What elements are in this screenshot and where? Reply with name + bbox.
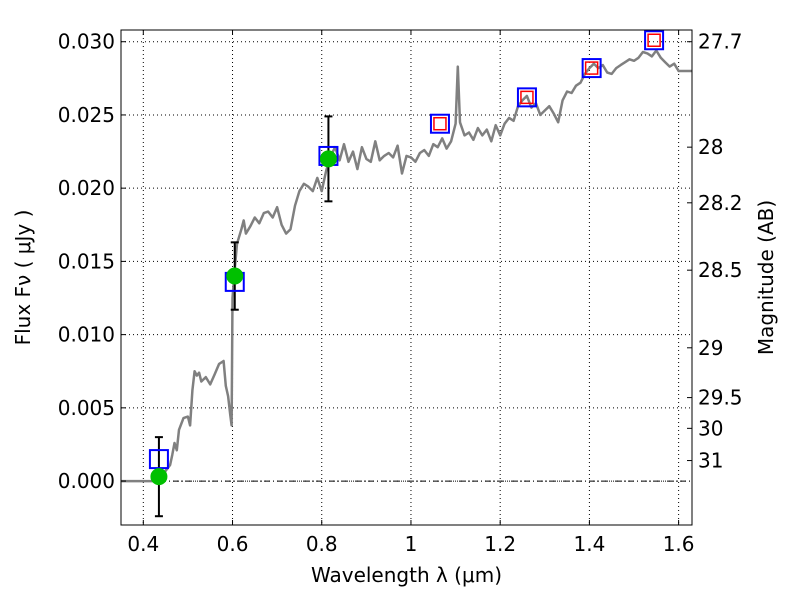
x-tick-label: 0.6 — [217, 532, 249, 556]
axis-labels: 0.4 0.6 0.8 1 1.2 1.4 1.6 0.000 0.005 0.010 0.015 0… — [58, 30, 743, 556]
model-photometry-square — [516, 87, 537, 108]
mag-tick-label: 29 — [698, 336, 723, 360]
mag-tick-label: 29.5 — [698, 386, 743, 410]
y2-axis-title: Magnitude (AB) — [754, 200, 778, 355]
upper-limit-square — [584, 61, 599, 75]
axis-ticks — [121, 30, 692, 525]
upper-limit-square — [433, 116, 447, 131]
y-tick-label: 0.020 — [58, 176, 115, 200]
upper-limit-square — [647, 33, 661, 48]
y-tick-label: 0.000 — [58, 469, 115, 493]
mag-tick-label: 28.5 — [698, 258, 743, 282]
y-tick-label: 0.030 — [58, 30, 115, 54]
mag-tick-label: 27.7 — [698, 30, 743, 54]
x-tick-label: 0.4 — [127, 532, 159, 556]
mag-tick-label: 31 — [698, 449, 723, 473]
model-photometry-square — [581, 58, 602, 79]
observed-point — [150, 468, 168, 486]
model-photometry-square — [644, 30, 665, 51]
observed-point — [226, 267, 244, 285]
x-tick-label: 1.4 — [573, 532, 605, 556]
plot-frame — [120, 29, 693, 526]
mag-tick-label: 28 — [698, 135, 723, 159]
x-tick-label: 0.8 — [306, 532, 338, 556]
upper-limit-square — [520, 90, 534, 105]
plot-area — [121, 30, 692, 518]
observed-point — [319, 150, 337, 168]
x-tick-label: 1.2 — [484, 532, 516, 556]
y-tick-label: 0.005 — [58, 396, 115, 420]
grid — [121, 30, 692, 525]
x-tick-label: 1.6 — [663, 532, 695, 556]
y-tick-label: 0.025 — [58, 103, 115, 127]
mag-tick-label: 30 — [698, 416, 723, 440]
mag-tick-label: 28.2 — [698, 191, 743, 215]
model-sed-line — [121, 49, 692, 483]
y-axis-title: Flux Fν ( μJy ) — [11, 210, 35, 346]
model-photometry-square — [148, 449, 169, 470]
x-axis-title: Wavelength λ (μm) — [311, 563, 502, 587]
model-photometry-square — [429, 113, 450, 134]
y-tick-label: 0.015 — [58, 249, 115, 273]
y-tick-label: 0.010 — [58, 323, 115, 347]
x-tick-label: 1 — [405, 532, 418, 556]
